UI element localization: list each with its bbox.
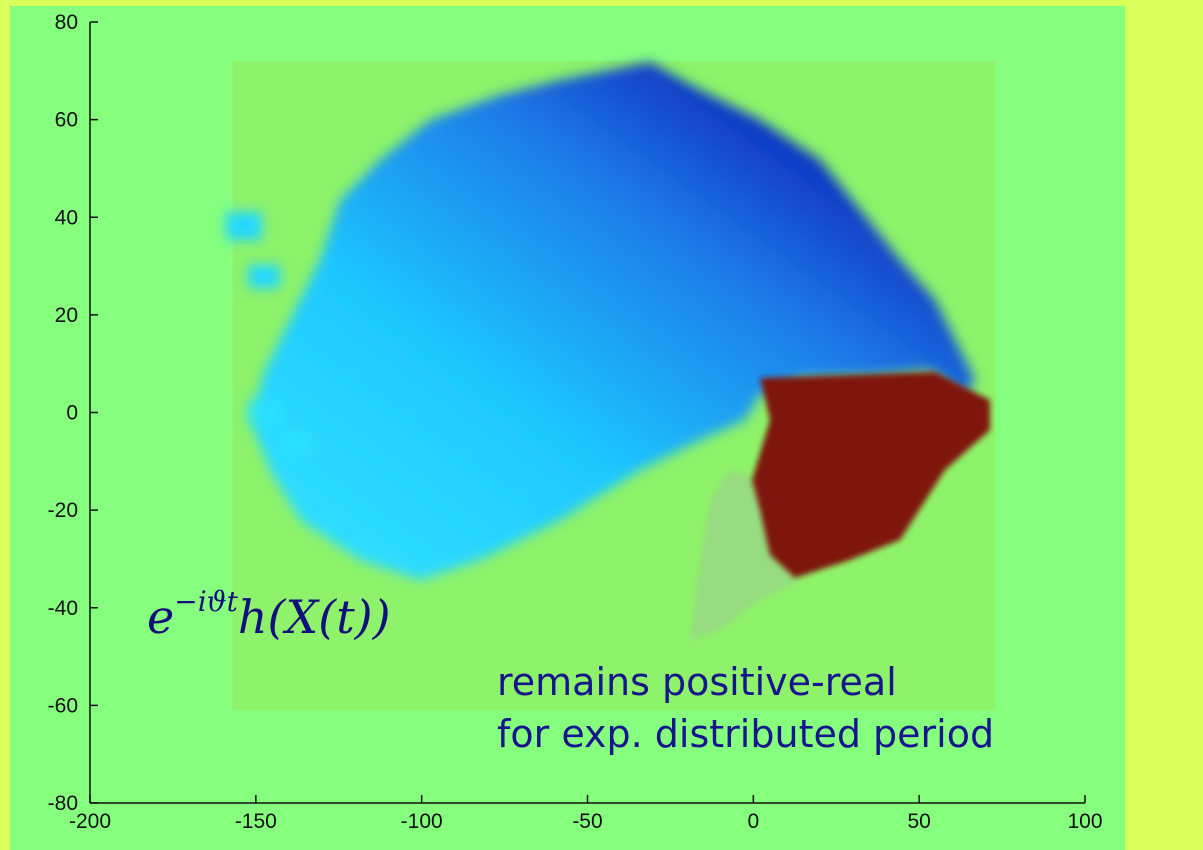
y-tick-label: -20 [48, 499, 78, 522]
x-tick-label: -150 [235, 810, 277, 833]
y-tick-label: 20 [55, 304, 78, 327]
x-tick-label: 0 [747, 810, 759, 833]
y-tick-label: 40 [55, 206, 78, 229]
y-tick-label: -40 [48, 597, 78, 620]
x-tick-label: -100 [401, 810, 443, 833]
phase-blue-region [226, 62, 975, 580]
math-prefix: e [147, 590, 175, 644]
y-tick-label: 0 [66, 402, 78, 425]
x-tick-label: -50 [572, 810, 602, 833]
x-tick-label: 50 [907, 810, 930, 833]
math-expression: e−iϑth(X(t)) [147, 585, 391, 644]
axes [89, 21, 1086, 804]
caption-line-2: for exp. distributed period [497, 712, 995, 756]
y-tick-label: 80 [55, 11, 78, 34]
x-tick-labels: -200 -150 -100 -50 0 50 100 [69, 810, 1103, 833]
math-body: h(X(t)) [237, 590, 391, 644]
y-tick-label: -60 [48, 694, 78, 717]
x-tick-label: -200 [69, 810, 111, 833]
math-exponent: −iϑt [174, 584, 238, 618]
y-tick-labels: 80 60 40 20 0 -20 -40 -60 -80 [48, 11, 78, 815]
positive-real-region [690, 372, 990, 640]
caption-line-1: remains positive-real [497, 660, 897, 704]
y-tick-label: -80 [48, 792, 78, 815]
x-tick-label: 100 [1067, 810, 1102, 833]
y-tick-label: 60 [55, 109, 78, 132]
